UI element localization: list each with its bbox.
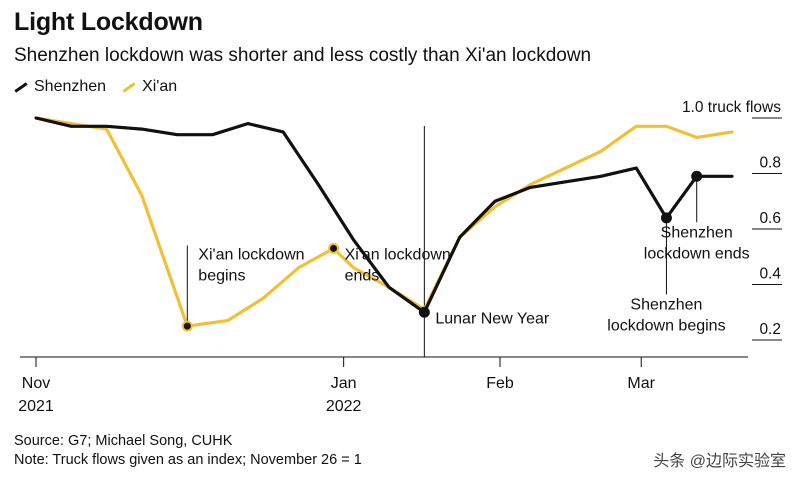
annotation-text-4-0: Shenzhen (661, 224, 733, 241)
annotation-dot-4 (691, 170, 703, 182)
annotation-dot-2 (418, 306, 430, 318)
series-line-shenzhen (34, 116, 734, 314)
watermark: 头条 @边际实验室 (653, 453, 786, 470)
annotation-text-4-1: lockdown ends (644, 245, 750, 262)
x-tick-label-0: Nov (22, 375, 50, 392)
y-tick-label-2: 0.6 (759, 210, 781, 227)
legend-item-xian: Xi'an (122, 78, 177, 96)
annotation-dot-3 (660, 212, 672, 224)
annotation-text-1-0: Xi'an lockdown (345, 247, 451, 264)
x-tick-sublabel-1: 2022 (326, 398, 362, 415)
x-tick-label-2: Feb (486, 375, 514, 392)
annotation-text-2-0: Lunar New Year (435, 310, 550, 327)
chart-legend: Shenzhen Xi'an (14, 78, 187, 96)
y-tick-label-0: 1.0 truck flows (682, 99, 781, 116)
chart-footer: Source: G7; Michael Song, CUHK Note: Tru… (14, 432, 362, 470)
legend-item-shenzhen: Shenzhen (14, 78, 106, 96)
annotation-text-1-1: ends (345, 268, 380, 285)
annotation-text-0-0: Xi'an lockdown (198, 247, 304, 264)
series-line-xian (34, 116, 734, 328)
chart-title: Light Lockdown (14, 8, 203, 36)
index-note: Note: Truck flows given as an index; Nov… (14, 452, 362, 468)
y-tick-label-4: 0.2 (759, 321, 781, 338)
annotation-text-0-1: begins (198, 268, 245, 285)
y-tick-label-1: 0.8 (759, 155, 781, 172)
x-tick-label-3: Mar (627, 375, 655, 392)
x-tick-label-1: Jan (331, 375, 357, 392)
annotation-text-3-0: Shenzhen (630, 296, 702, 313)
x-tick-sublabel-0: 2021 (18, 398, 54, 415)
annotation-dot-1 (328, 242, 340, 254)
annotation-dot-0 (181, 320, 193, 332)
source-note: Source: G7; Michael Song, CUHK (14, 433, 233, 449)
legend-label-xian: Xi'an (142, 78, 178, 95)
chart-subtitle: Shenzhen lockdown was shorter and less c… (14, 45, 592, 66)
annotation-text-3-1: lockdown begins (607, 317, 725, 334)
y-tick-label-3: 0.4 (759, 266, 781, 283)
legend-label-shenzhen: Shenzhen (34, 78, 107, 95)
